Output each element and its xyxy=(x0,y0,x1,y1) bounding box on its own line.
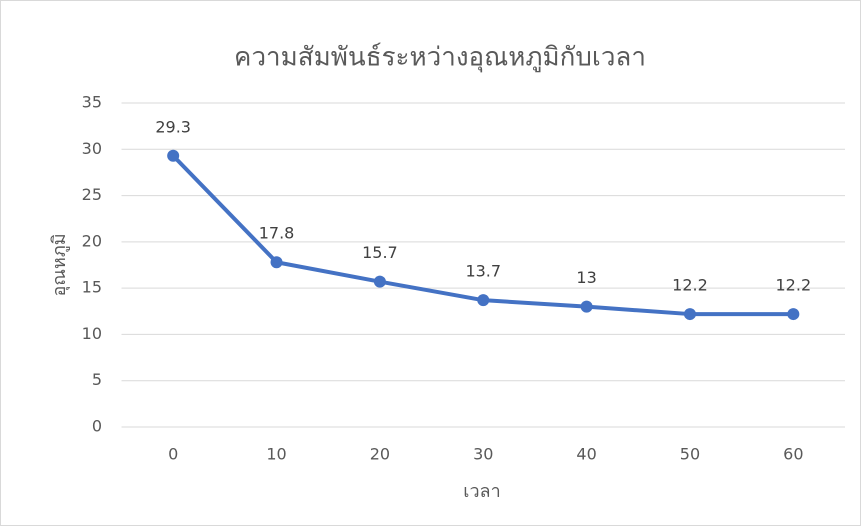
data-label: 15.7 xyxy=(362,243,398,262)
y-axis-label: อุณหภูมิ xyxy=(49,233,70,296)
x-axis-label: เวลา xyxy=(463,481,500,502)
x-tick-label: 20 xyxy=(370,445,390,464)
chart-title: ความสัมพันธ์ระหว่างอุณหภูมิกับเวลา xyxy=(234,43,646,73)
y-tick-label: 0 xyxy=(92,417,102,436)
y-tick-label: 5 xyxy=(92,370,102,389)
data-label: 12.2 xyxy=(776,276,812,295)
x-tick-label: 0 xyxy=(168,445,178,464)
y-tick-label: 10 xyxy=(82,324,102,343)
x-tick-label: 60 xyxy=(783,445,803,464)
y-tick-label: 20 xyxy=(82,231,102,250)
data-point xyxy=(373,275,386,288)
data-label: 29.3 xyxy=(155,117,191,136)
y-tick-label: 25 xyxy=(82,185,102,204)
data-point xyxy=(167,149,180,162)
y-tick-label: 15 xyxy=(82,278,102,297)
data-point xyxy=(477,294,490,307)
data-label: 17.8 xyxy=(259,224,295,243)
data-point xyxy=(580,300,593,313)
data-label: 13 xyxy=(576,268,596,287)
x-tick-label: 50 xyxy=(680,445,700,464)
data-label: 13.7 xyxy=(465,262,501,281)
y-tick-label: 30 xyxy=(82,139,102,158)
data-point xyxy=(683,308,696,321)
data-label: 12.2 xyxy=(672,276,708,295)
x-tick-label: 40 xyxy=(576,445,596,464)
data-point xyxy=(787,308,800,321)
x-tick-label: 10 xyxy=(266,445,286,464)
y-tick-label: 35 xyxy=(82,93,102,112)
data-point xyxy=(270,256,283,269)
x-tick-label: 30 xyxy=(473,445,493,464)
